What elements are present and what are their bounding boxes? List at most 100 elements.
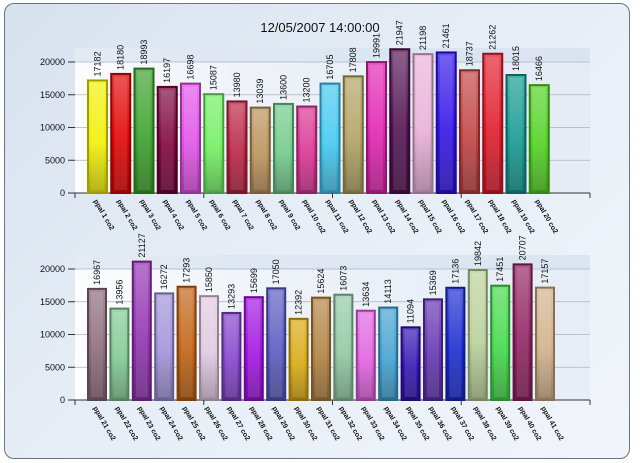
value-label: 17808 xyxy=(348,47,358,72)
value-label: 16272 xyxy=(159,264,169,289)
value-label: 18180 xyxy=(116,45,126,70)
bar-highlight xyxy=(91,291,103,397)
bar xyxy=(512,263,533,401)
value-label: 18737 xyxy=(465,41,475,66)
bar xyxy=(266,287,287,402)
bar-highlight xyxy=(404,330,417,397)
x-tick-label: ppal 37 co2 xyxy=(450,406,475,443)
bar-highlight xyxy=(486,56,500,190)
bar-highlight xyxy=(137,71,151,190)
bar xyxy=(288,317,309,401)
bar-highlight xyxy=(393,52,407,191)
bar-highlight xyxy=(315,300,327,397)
value-label: 13293 xyxy=(226,284,236,309)
value-label: 17136 xyxy=(450,259,460,284)
x-tick-label: ppal 27 co2 xyxy=(226,406,251,443)
x-tick-label: ppal 12 co2 xyxy=(348,199,373,236)
bar xyxy=(400,326,421,401)
bar xyxy=(199,295,219,401)
bar-highlight xyxy=(323,86,337,190)
bar-highlight xyxy=(184,86,197,190)
bar-highlight xyxy=(203,299,215,397)
x-tick-label: ppal 28 co2 xyxy=(248,406,273,443)
value-label: 14113 xyxy=(383,279,393,303)
x-tick-label: ppal 35 co2 xyxy=(405,406,430,443)
x-tick-label: ppal 16 co2 xyxy=(441,199,466,236)
bar-highlight xyxy=(225,315,238,397)
y-tick-label: 0 xyxy=(60,188,65,198)
value-label: 15369 xyxy=(428,270,438,295)
bar xyxy=(342,75,364,194)
value-label: 15699 xyxy=(249,268,259,293)
x-tick-label: ppal 10 co2 xyxy=(301,199,326,236)
bar-highlight xyxy=(509,78,523,190)
value-label: 17157 xyxy=(540,259,550,284)
x-tick-label: ppal 13 co2 xyxy=(371,199,396,236)
x-tick-label: ppal 19 co2 xyxy=(510,199,535,236)
bar xyxy=(378,306,399,401)
bar xyxy=(505,74,527,194)
bar-highlight xyxy=(337,297,350,397)
bar xyxy=(154,292,175,401)
bar xyxy=(482,52,504,194)
x-tick-label: ppal 15 co2 xyxy=(417,199,442,236)
x-tick-label: ppal 11 co2 xyxy=(324,199,349,235)
value-label: 13980 xyxy=(232,72,242,97)
y-tick-label: 10000 xyxy=(40,330,65,340)
value-label: 16705 xyxy=(325,55,335,80)
bar xyxy=(366,61,387,195)
bar xyxy=(226,100,248,194)
bar xyxy=(273,102,294,194)
bar-highlight xyxy=(114,76,128,190)
bar-highlight xyxy=(247,300,260,397)
bar-highlight xyxy=(370,65,383,190)
x-tick-label: ppal 23 co2 xyxy=(136,406,161,443)
x-tick-label: ppal 17 co2 xyxy=(464,199,489,236)
bar-highlight xyxy=(277,106,290,190)
bar-highlight xyxy=(113,311,126,397)
bar xyxy=(243,296,264,401)
value-label: 19842 xyxy=(473,241,483,266)
bar xyxy=(87,287,107,401)
bar xyxy=(156,85,178,194)
bar xyxy=(311,296,331,402)
x-tick-label: ppal 6 co2 xyxy=(208,199,231,232)
bar xyxy=(133,67,155,194)
value-label: 20707 xyxy=(518,235,528,260)
bar-highlight xyxy=(158,296,171,397)
value-label: 15624 xyxy=(316,269,326,294)
value-label: 17182 xyxy=(93,51,103,76)
value-label: 12392 xyxy=(294,290,304,315)
x-tick-label: ppal 34 co2 xyxy=(382,406,407,443)
x-tick-label: ppal 8 co2 xyxy=(255,199,278,232)
value-label: 16698 xyxy=(186,55,196,80)
y-tick-label: 15000 xyxy=(40,90,65,100)
bar xyxy=(319,82,341,194)
bar-highlight xyxy=(494,288,507,397)
bar-highlight xyxy=(346,79,360,190)
value-label: 21461 xyxy=(441,23,451,48)
x-tick-label: ppal 21 co2 xyxy=(91,406,116,443)
value-label: 17293 xyxy=(182,258,192,283)
y-tick-label: 5000 xyxy=(45,362,65,372)
bar-highlight xyxy=(382,310,395,397)
bar-highlight xyxy=(439,55,453,190)
value-label: 13634 xyxy=(361,282,371,307)
bar xyxy=(180,82,201,194)
bar xyxy=(176,285,197,401)
bar-highlight xyxy=(449,290,462,397)
bar xyxy=(355,309,376,401)
bar xyxy=(110,72,132,194)
bar-highlight xyxy=(135,264,148,397)
value-label: 11094 xyxy=(406,299,416,323)
bar xyxy=(445,286,466,401)
plot-top-band xyxy=(75,48,590,62)
value-label: 15087 xyxy=(209,65,219,90)
x-tick-label: ppal 1 co2 xyxy=(92,199,115,232)
bar xyxy=(203,93,225,194)
bar-highlight xyxy=(300,109,314,190)
value-label: 16073 xyxy=(338,266,348,291)
value-label: 16197 xyxy=(162,58,172,83)
bar-highlight xyxy=(253,110,267,190)
